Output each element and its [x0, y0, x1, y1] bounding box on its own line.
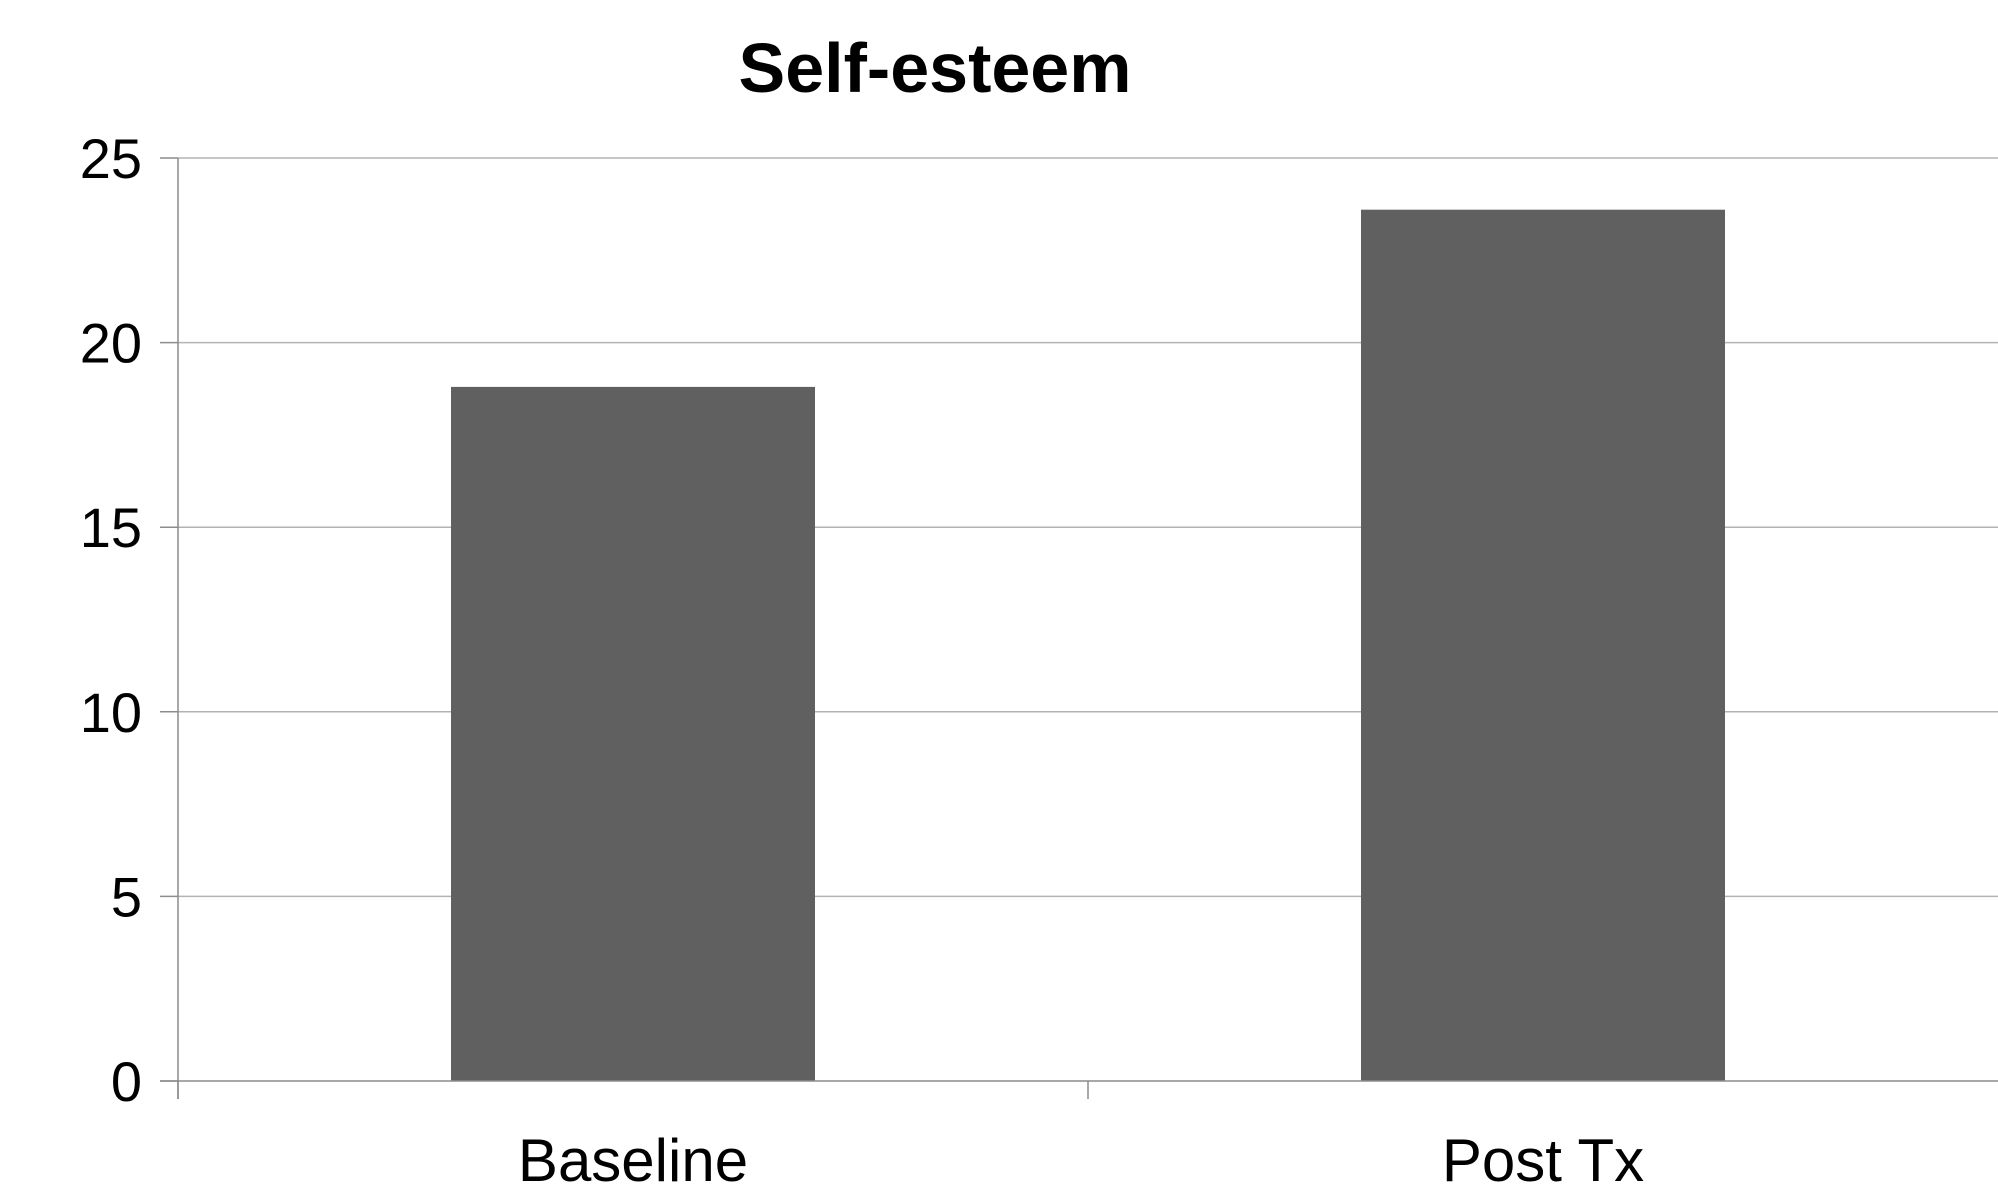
bar-baseline	[451, 386, 815, 1081]
chart-title: Self-esteem	[739, 29, 1132, 107]
bar-post-tx	[1361, 209, 1725, 1082]
y-tick-label: 0	[111, 1050, 142, 1113]
y-tick-label: 20	[80, 312, 142, 375]
bars	[451, 209, 1725, 1082]
y-tick-label: 15	[80, 496, 142, 559]
y-tick-label: 5	[111, 865, 142, 928]
y-tick-label: 25	[80, 127, 142, 190]
x-category-label: Baseline	[518, 1127, 748, 1187]
axes	[160, 157, 1998, 1099]
x-category-label: Post Tx	[1442, 1127, 1644, 1187]
axis-labels: 0 5 10 15 20 25 Baseline Post Tx	[80, 127, 1644, 1187]
y-tick-label: 10	[80, 681, 142, 744]
